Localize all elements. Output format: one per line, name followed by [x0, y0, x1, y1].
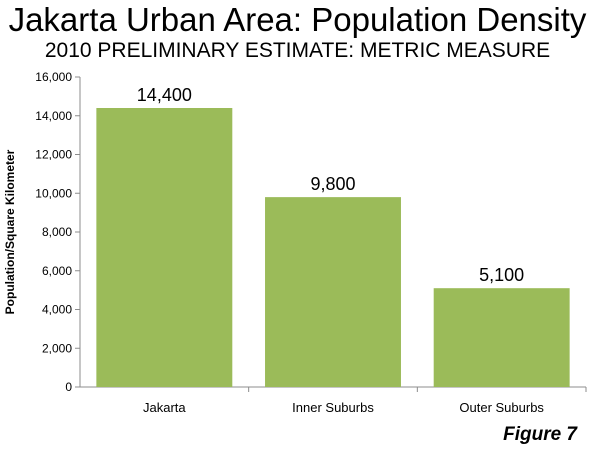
bar: [433, 288, 570, 387]
y-tick-label: 8,000: [42, 225, 72, 239]
y-tick-label: 14,000: [35, 109, 72, 123]
chart-title: Jakarta Urban Area: Population Density: [8, 1, 587, 38]
category-label: Jakarta: [143, 400, 186, 415]
y-tick-label: 16,000: [35, 70, 72, 84]
data-label: 5,100: [479, 265, 524, 285]
chart-subtitle: 2010 PRELIMINARY ESTIMATE: METRIC MEASUR…: [44, 39, 551, 62]
y-tick-label: 4,000: [42, 303, 72, 317]
data-label: 14,400: [137, 85, 192, 105]
bar: [96, 108, 233, 387]
y-tick-label: 2,000: [42, 341, 72, 355]
y-tick-label: 12,000: [35, 148, 72, 162]
bar: [265, 197, 401, 387]
y-tick-label: 0: [65, 380, 72, 394]
data-label: 9,800: [310, 174, 355, 194]
y-axis-label: Population/Square Kilometer: [3, 149, 17, 314]
category-label: Outer Suburbs: [459, 400, 544, 415]
figure-caption: Figure 7: [503, 424, 577, 445]
y-tick-label: 10,000: [35, 186, 72, 200]
category-label: Inner Suburbs: [292, 400, 374, 415]
y-tick-label: 6,000: [42, 264, 72, 278]
